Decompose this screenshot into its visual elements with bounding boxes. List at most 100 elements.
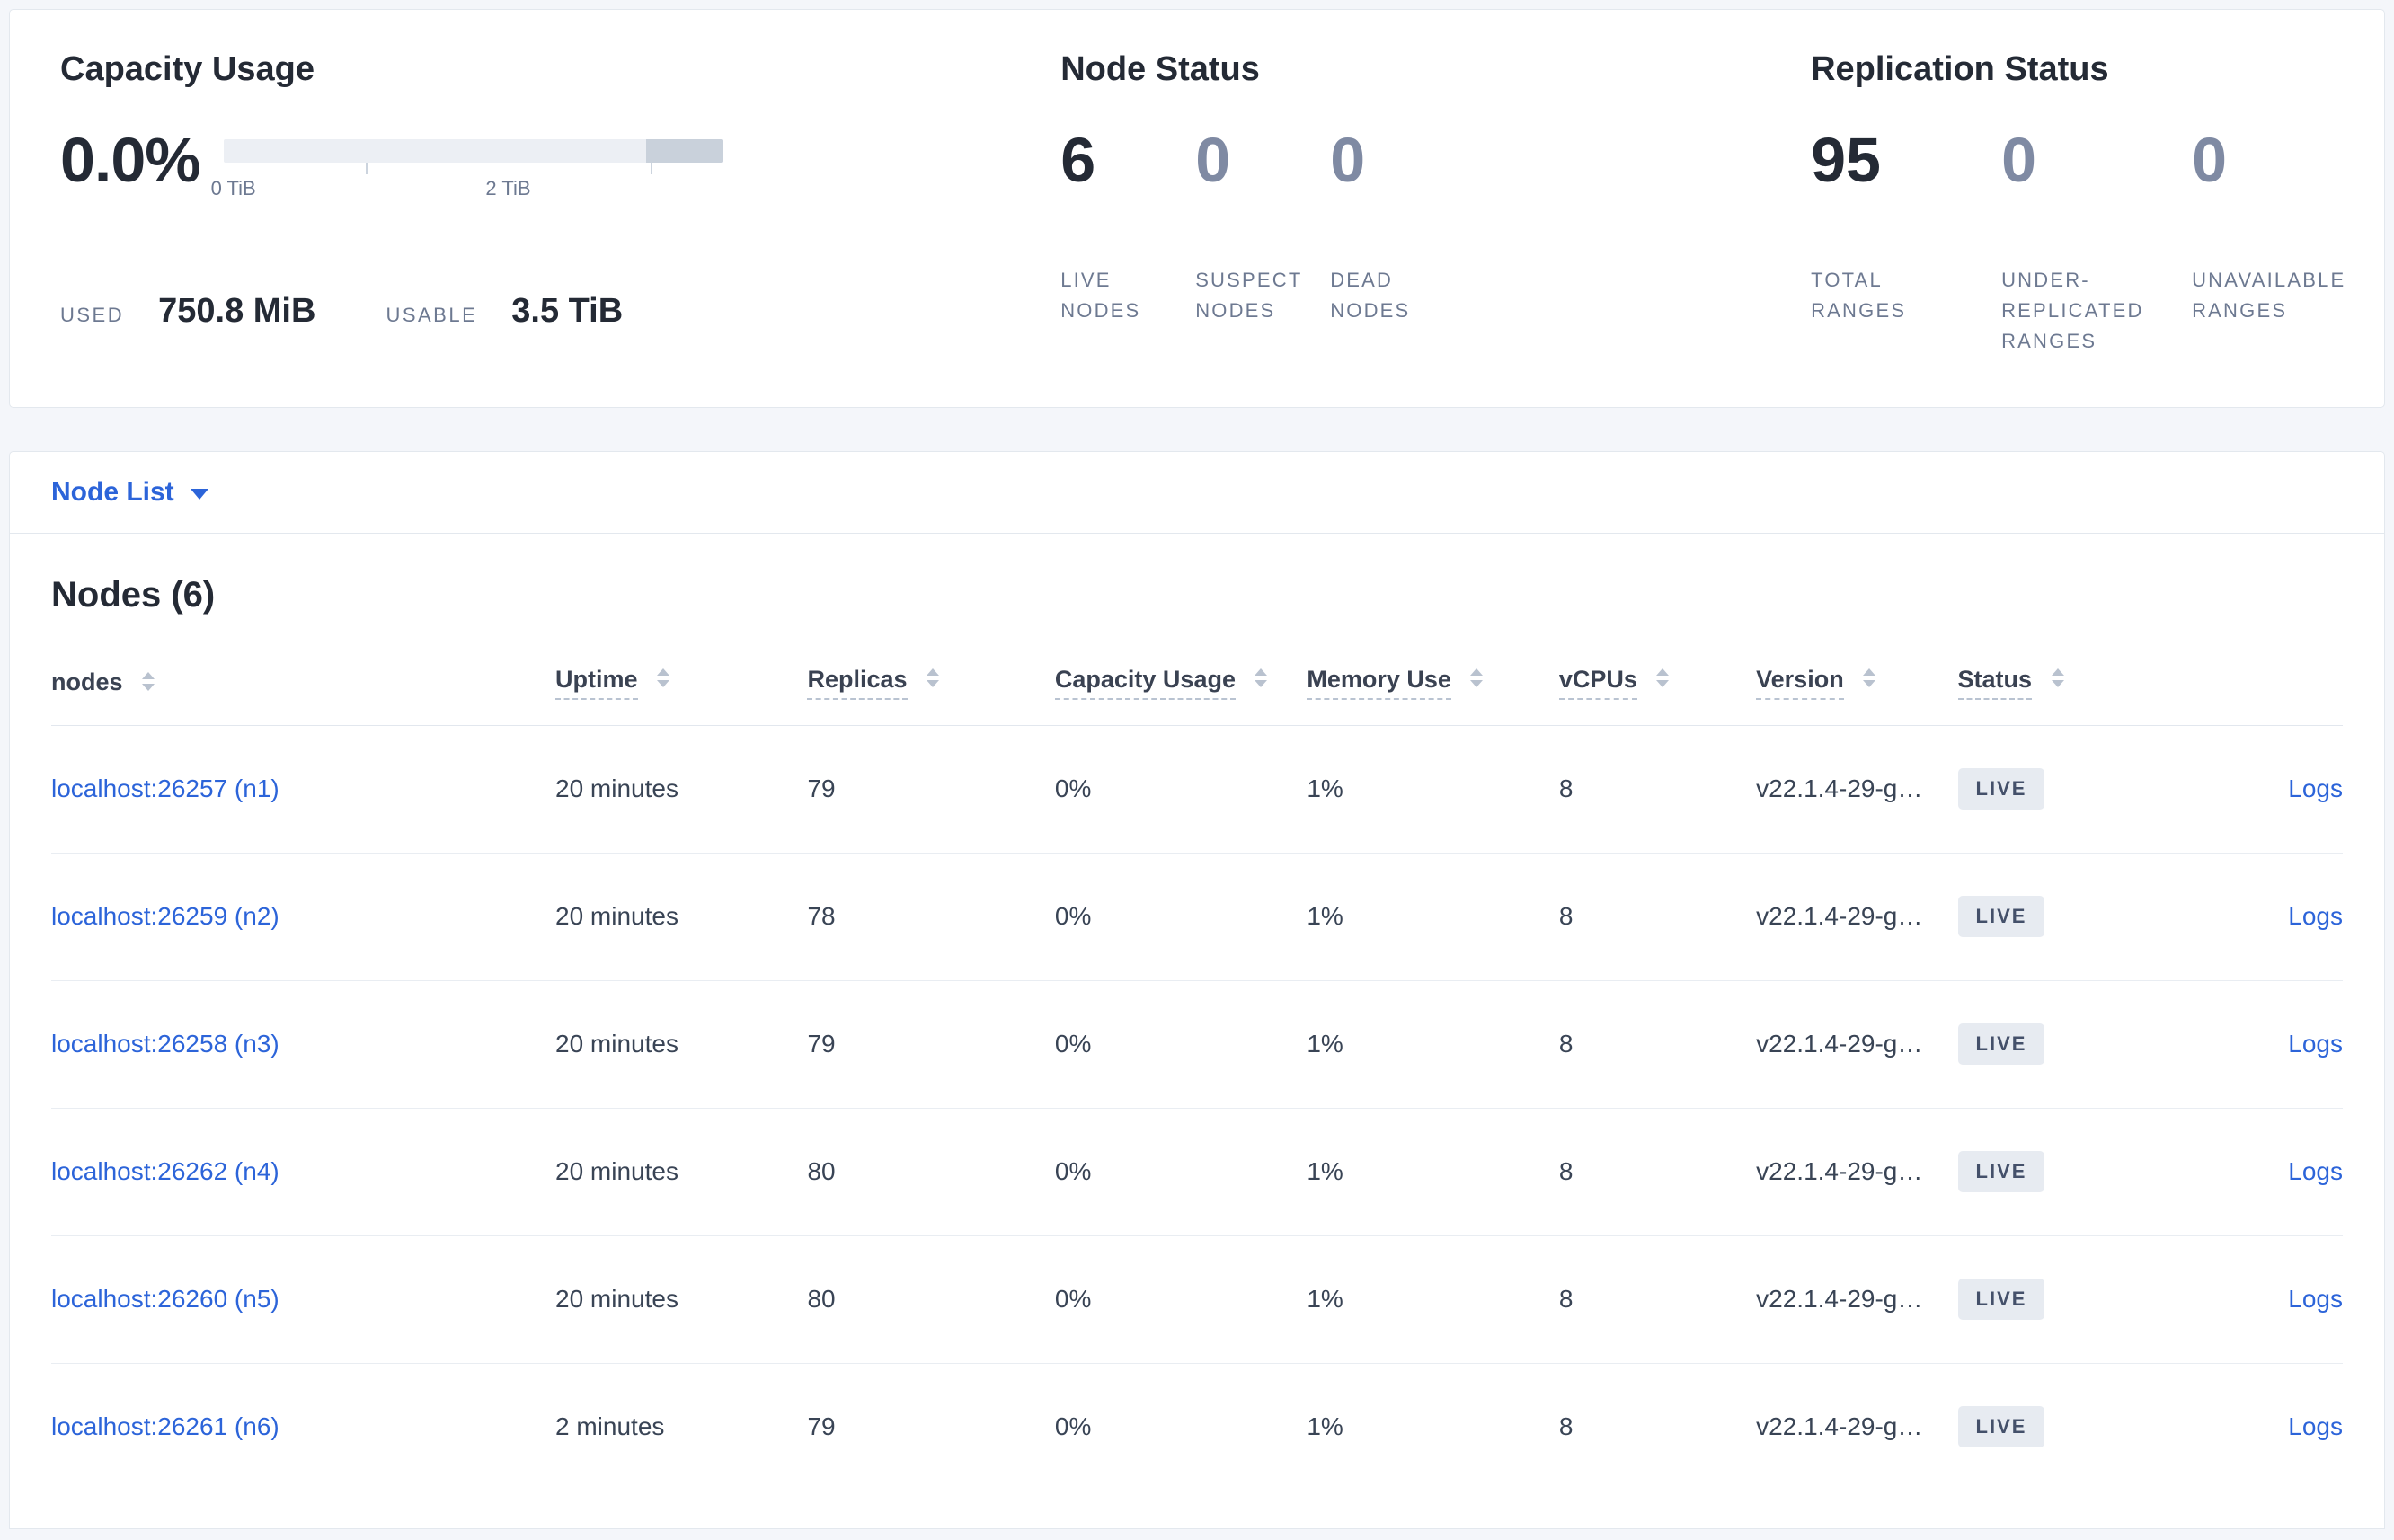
unavailable-ranges-value: 0	[2192, 124, 2228, 195]
version-cell: v22.1.4-29-g…	[1756, 1235, 1958, 1364]
version-cell: v22.1.4-29-g…	[1756, 1108, 1958, 1236]
node-link[interactable]: localhost:26259 (n2)	[51, 902, 279, 931]
capacity-bar-segment	[645, 138, 723, 163]
column-header-memory-use[interactable]: Memory Use	[1307, 627, 1559, 726]
node-link[interactable]: localhost:26260 (n5)	[51, 1285, 279, 1314]
capacity-bar-tick	[366, 162, 368, 174]
node-status-title: Node Status	[1060, 50, 1260, 88]
version-cell: v22.1.4-29-g…	[1756, 980, 1958, 1109]
usable-value: 3.5 TiB	[511, 291, 624, 330]
node-status-panel: Node Status 6 LIVE NODES 0 SUSPECT NODES…	[1060, 49, 1811, 357]
column-header-replicas[interactable]: Replicas	[807, 627, 1055, 726]
nodes-count-heading: Nodes (6)	[51, 574, 216, 615]
column-header-vcpus[interactable]: vCPUs	[1558, 627, 1757, 726]
total-ranges-label: TOTAL RANGES	[1811, 268, 1907, 322]
column-header-nodes[interactable]: nodes	[51, 627, 555, 726]
table-row: localhost:26257 (n1) 20 minutes 79 0% 1%…	[51, 725, 2343, 854]
capacity-bar: 0 TiB 2 TiB	[211, 138, 723, 209]
unavailable-ranges-label: UNAVAILABLE RANGES	[2192, 268, 2346, 322]
logs-link[interactable]: Logs	[2288, 1412, 2343, 1441]
capacity-bar-tick	[651, 162, 653, 174]
under-replicated-ranges-label: UNDER-REPLICATED RANGES	[2001, 268, 2144, 352]
vcpus-cell: 8	[1558, 1363, 1757, 1491]
replication-status-panel: Replication Status 95 TOTAL RANGES 0 UND…	[1811, 49, 2382, 357]
usable-label: USABLE	[386, 303, 478, 326]
suspect-nodes-stat: 0 SUSPECT NODES	[1195, 128, 1330, 326]
table-row: localhost:26259 (n2) 20 minutes 78 0% 1%…	[51, 853, 2343, 981]
sort-icon	[1470, 668, 1484, 688]
suspect-nodes-value: 0	[1195, 124, 1231, 195]
capacity-usage-panel: Capacity Usage 0.0% 0 TiB 2 TiB USED 750…	[60, 49, 1060, 357]
capacity-usage-cell: 0%	[1054, 725, 1308, 854]
table-header-row: nodes Uptime Replicas Capacity Usage	[51, 627, 2343, 726]
column-header-status[interactable]: Status	[1957, 627, 2187, 726]
memory-use-cell: 1%	[1307, 1363, 1559, 1491]
sort-icon	[657, 668, 670, 688]
sort-icon	[1255, 668, 1268, 688]
node-link[interactable]: localhost:26258 (n3)	[51, 1030, 279, 1058]
status-badge: LIVE	[1957, 1406, 2045, 1448]
vcpus-cell: 8	[1558, 1108, 1757, 1236]
vcpus-cell: 8	[1558, 725, 1757, 854]
total-ranges-value: 95	[1811, 124, 1881, 195]
column-header-version[interactable]: Version	[1756, 627, 1958, 726]
uptime-cell: 20 minutes	[555, 1108, 808, 1236]
capacity-usage-cell: 0%	[1054, 1235, 1308, 1364]
node-link[interactable]: localhost:26257 (n1)	[51, 774, 279, 803]
unavailable-ranges-stat: 0 UNAVAILABLE RANGES	[2192, 128, 2382, 357]
replicas-cell: 78	[807, 853, 1055, 981]
table-row: localhost:26261 (n6) 2 minutes 79 0% 1% …	[51, 1363, 2343, 1491]
uptime-cell: 20 minutes	[555, 853, 808, 981]
cluster-summary-card: Capacity Usage 0.0% 0 TiB 2 TiB USED 750…	[9, 9, 2385, 408]
sort-icon	[927, 668, 940, 688]
capacity-usage-cell: 0%	[1054, 1363, 1308, 1491]
logs-link[interactable]: Logs	[2288, 902, 2343, 931]
capacity-bar-track	[223, 138, 723, 163]
view-selector-row: Node List	[10, 452, 2384, 534]
uptime-cell: 20 minutes	[555, 725, 808, 854]
uptime-cell: 20 minutes	[555, 1235, 808, 1364]
memory-use-cell: 1%	[1307, 1235, 1559, 1364]
column-header-capacity-usage[interactable]: Capacity Usage	[1054, 627, 1308, 726]
dead-nodes-value: 0	[1330, 124, 1366, 195]
vcpus-cell: 8	[1558, 853, 1757, 981]
uptime-cell: 2 minutes	[555, 1363, 808, 1491]
logs-link[interactable]: Logs	[2288, 1285, 2343, 1314]
under-replicated-ranges-stat: 0 UNDER-REPLICATED RANGES	[2001, 128, 2192, 357]
vcpus-cell: 8	[1558, 980, 1757, 1109]
used-label: USED	[60, 303, 125, 326]
dead-nodes-stat: 0 DEAD NODES	[1330, 128, 1465, 326]
replicas-cell: 80	[807, 1108, 1055, 1236]
replicas-cell: 80	[807, 1235, 1055, 1364]
logs-link[interactable]: Logs	[2288, 774, 2343, 803]
replicas-cell: 79	[807, 1363, 1055, 1491]
uptime-cell: 20 minutes	[555, 980, 808, 1109]
total-ranges-stat: 95 TOTAL RANGES	[1811, 128, 2001, 357]
live-nodes-stat: 6 LIVE NODES	[1060, 128, 1195, 326]
capacity-usage-cell: 0%	[1054, 980, 1308, 1109]
memory-use-cell: 1%	[1307, 725, 1559, 854]
replication-status-title: Replication Status	[1811, 50, 2109, 88]
logs-link[interactable]: Logs	[2288, 1030, 2343, 1058]
capacity-usage-cell: 0%	[1054, 853, 1308, 981]
nodes-table: nodes Uptime Replicas Capacity Usage	[51, 627, 2343, 1491]
capacity-usage-title: Capacity Usage	[60, 50, 315, 88]
node-link[interactable]: localhost:26261 (n6)	[51, 1412, 279, 1441]
node-link[interactable]: localhost:26262 (n4)	[51, 1157, 279, 1186]
status-badge: LIVE	[1957, 1151, 2045, 1193]
memory-use-cell: 1%	[1307, 853, 1559, 981]
live-nodes-value: 6	[1060, 124, 1096, 195]
column-header-uptime[interactable]: Uptime	[555, 627, 808, 726]
sort-icon	[2051, 668, 2064, 688]
capacity-usage-cell: 0%	[1054, 1108, 1308, 1236]
replicas-cell: 79	[807, 980, 1055, 1109]
node-list-card: Node List Nodes (6) nodes	[9, 450, 2385, 1529]
column-header-logs	[2186, 627, 2343, 726]
logs-link[interactable]: Logs	[2288, 1157, 2343, 1186]
node-list-dropdown[interactable]: Node List	[51, 477, 208, 508]
memory-use-cell: 1%	[1307, 1108, 1559, 1236]
sort-icon	[1863, 668, 1876, 688]
status-badge: LIVE	[1957, 768, 2045, 810]
capacity-tick-label-2: 2 TiB	[485, 176, 531, 199]
used-value: 750.8 MiB	[158, 291, 316, 330]
